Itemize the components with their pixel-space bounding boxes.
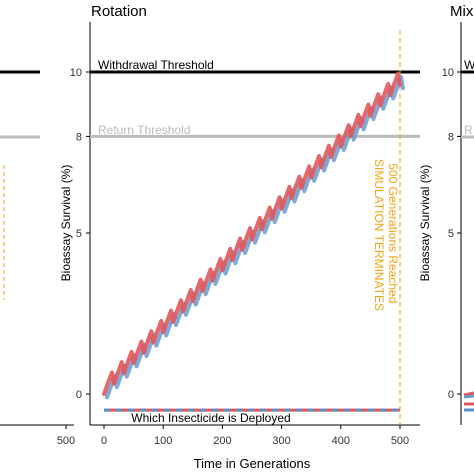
mix-y-tick-label: 0 (448, 389, 454, 401)
mix-y-tick-label: 10 (442, 67, 454, 79)
generation-limit-label-line2: SIMULATION TERMINATES (372, 159, 386, 311)
left-panel: 500 (0, 70, 75, 447)
rotation-x-tick-label: 400 (332, 435, 350, 447)
deployment-label: Which Insecticide is Deployed (131, 411, 290, 425)
series-blue-survival (105, 74, 405, 400)
rotation-y-tick-label: 8 (76, 131, 82, 143)
return-threshold-label: Return Threshold (98, 123, 191, 137)
rotation-x-tick-label: 500 (391, 435, 409, 447)
rotation-title: Rotation (91, 3, 147, 20)
withdrawal-threshold-label: Withdrawal Threshold (98, 58, 214, 72)
mix-withdrawal-label: W (464, 58, 474, 72)
rotation-x-tick-label: 100 (154, 435, 172, 447)
rotation-x-ticks: 0 100 200 300 400 500 (101, 425, 409, 447)
mix-y-ticks: 0 5 8 10 (442, 67, 461, 401)
mix-y-label: Bioassay Survival (%) (418, 165, 432, 282)
rotation-y-tick-label: 5 (76, 228, 82, 240)
rotation-x-tick-label: 200 (213, 435, 231, 447)
rotation-x-tick-label: 0 (101, 435, 107, 447)
rotation-y-label: Bioassay Survival (%) (59, 165, 73, 282)
mix-series-blue-start (463, 394, 474, 399)
mix-panel: Mix 0 5 8 10 Bioassay Survival (%) W R (418, 3, 474, 425)
mix-return-label: R (464, 123, 473, 137)
rotation-y-ticks: 0 5 8 10 (70, 67, 90, 401)
series-red-survival (102, 71, 402, 396)
rotation-x-label: Time in Generations (194, 456, 311, 471)
mix-series-red-start (463, 391, 474, 397)
rotation-y-tick-label: 10 (70, 67, 82, 79)
mix-title: Mix (450, 3, 474, 20)
rotation-y-tick-label: 0 (76, 389, 82, 401)
mix-y-tick-label: 5 (448, 228, 454, 240)
mix-y-tick-label: 8 (448, 131, 454, 143)
left-x-tick-label-500: 500 (57, 435, 75, 447)
generation-limit-label: 500 Generations Reached SIMULATION TERMI… (372, 159, 400, 311)
generation-limit-label-line1: 500 Generations Reached (386, 163, 400, 303)
rotation-panel: Rotation 0 5 8 10 0 100 200 300 400 500 Bioassay… (59, 3, 420, 471)
rotation-x-tick-label: 300 (272, 435, 290, 447)
